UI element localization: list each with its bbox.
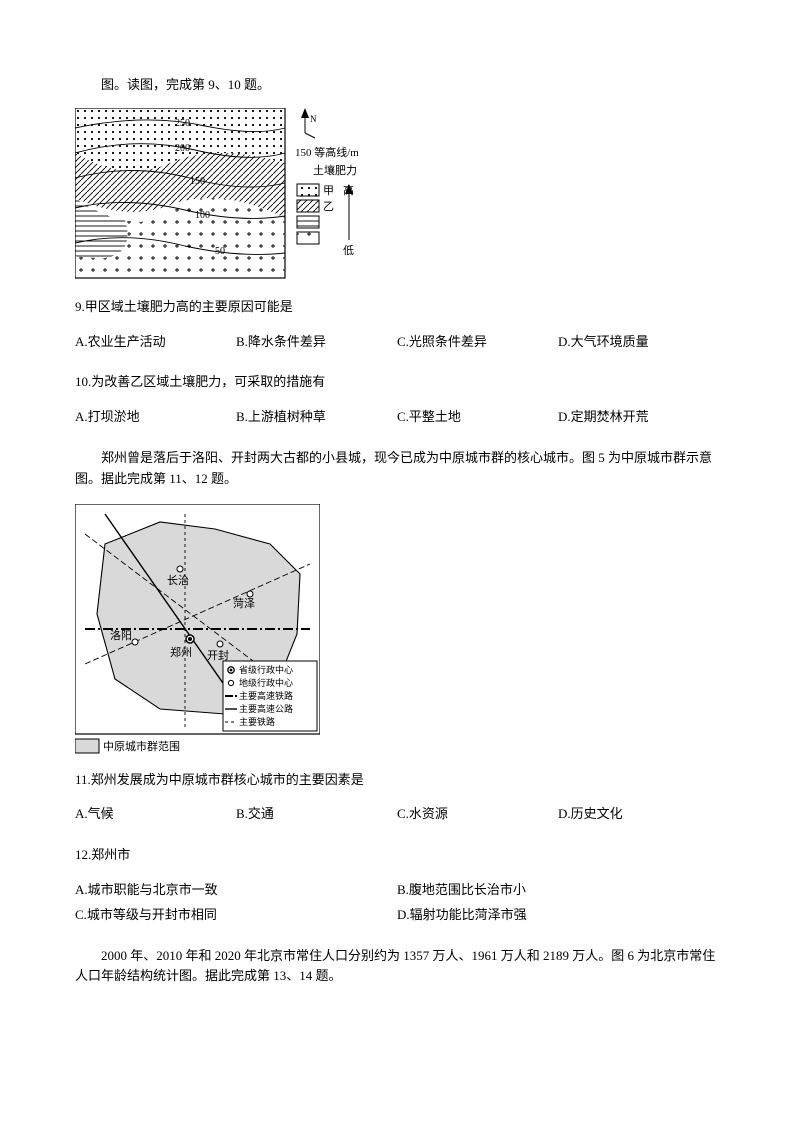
q11-opt-b: B.交通 [236, 804, 397, 825]
q12-opt-a: A.城市职能与北京市一致 [75, 880, 397, 901]
svg-text:N: N [310, 114, 317, 124]
leg-prov: 省级行政中心 [239, 664, 293, 675]
q9-opt-d: D.大气环境质量 [558, 332, 719, 353]
q10-options: A.打坝淤地 B.上游植树种草 C.平整土地 D.定期焚林开荒 [75, 407, 719, 428]
q12-text: 12.郑州市 [75, 845, 719, 866]
figure-soil-map: 250 200 150 100 50 N 150 等高线/m 土壤肥力 甲 高 … [75, 108, 719, 283]
city-kaifeng: 开封 [207, 648, 229, 662]
contour-100: 100 [195, 210, 210, 221]
city-cluster-svg: 郑州 洛阳 开封 长治 菏泽 省级行政中心 地级行政中心 主要高速铁路 主要高速… [75, 504, 320, 756]
north-arrow-icon: N [301, 108, 317, 138]
city-luoyang: 洛阳 [110, 628, 132, 642]
city-changzhi: 长治 [167, 573, 189, 587]
contour-200: 200 [175, 143, 190, 154]
leg-expy: 主要高速公路 [239, 703, 293, 714]
q10-opt-b: B.上游植树种草 [236, 407, 397, 428]
passage-3: 2000 年、2010 年和 2020 年北京市常住人口分别约为 1357 万人… [75, 946, 719, 988]
q9-opt-c: C.光照条件差异 [397, 332, 558, 353]
q11-options: A.气候 B.交通 C.水资源 D.历史文化 [75, 804, 719, 825]
leg-pref: 地级行政中心 [239, 677, 293, 688]
q10-text: 10.为改善乙区域土壤肥力，可采取的措施有 [75, 372, 719, 393]
q12-opt-d: D.辐射功能比菏泽市强 [397, 905, 719, 926]
contour-50: 50 [215, 246, 225, 257]
legend-jia: 甲 [323, 185, 334, 197]
q11-text: 11.郑州发展成为中原城市群核心城市的主要因素是 [75, 770, 719, 791]
leg-hsr: 主要高速铁路 [239, 690, 293, 701]
q9-opt-a: A.农业生产活动 [75, 332, 236, 353]
q11-opt-c: C.水资源 [397, 804, 558, 825]
q12-opt-c: C.城市等级与开封市相同 [75, 905, 397, 926]
q9-text: 9.甲区域土壤肥力高的主要原因可能是 [75, 297, 719, 318]
q11-opt-a: A.气候 [75, 804, 236, 825]
contour-150: 150 [190, 176, 205, 187]
q10-opt-a: A.打坝淤地 [75, 407, 236, 428]
q9-options: A.农业生产活动 B.降水条件差异 C.光照条件差异 D.大气环境质量 [75, 332, 719, 353]
leg-box: 中原城市群范围 [103, 739, 180, 753]
q10-opt-c: C.平整土地 [397, 407, 558, 428]
q10-opt-d: D.定期焚林开荒 [558, 407, 719, 428]
city-zhengzhou: 郑州 [170, 645, 192, 659]
legend-yi: 乙 [323, 200, 334, 213]
city-heze: 菏泽 [233, 597, 255, 610]
soil-map-svg: 250 200 150 100 50 N 150 等高线/m 土壤肥力 甲 高 … [75, 108, 380, 283]
legend-low: 低 [343, 244, 354, 257]
figure-city-cluster: 郑州 洛阳 开封 长治 菏泽 省级行政中心 地级行政中心 主要高速铁路 主要高速… [75, 504, 719, 756]
leg-rail: 主要铁路 [239, 716, 275, 727]
legend-fert-title: 土壤肥力 [313, 163, 357, 177]
intro-line: 图。读图，完成第 9、10 题。 [75, 75, 719, 96]
passage-2: 郑州曾是落后于洛阳、开封两大古都的小县城，现今已成为中原城市群的核心城市。图 5… [75, 448, 719, 490]
contour-250: 250 [175, 118, 190, 129]
q9-opt-b: B.降水条件差异 [236, 332, 397, 353]
legend-contour: 150 等高线/m [295, 145, 359, 159]
q12-opt-b: B.腹地范围比长治市小 [397, 880, 719, 901]
q12-options: A.城市职能与北京市一致 B.腹地范围比长治市小 C.城市等级与开封市相同 D.… [75, 880, 719, 926]
q11-opt-d: D.历史文化 [558, 804, 719, 825]
